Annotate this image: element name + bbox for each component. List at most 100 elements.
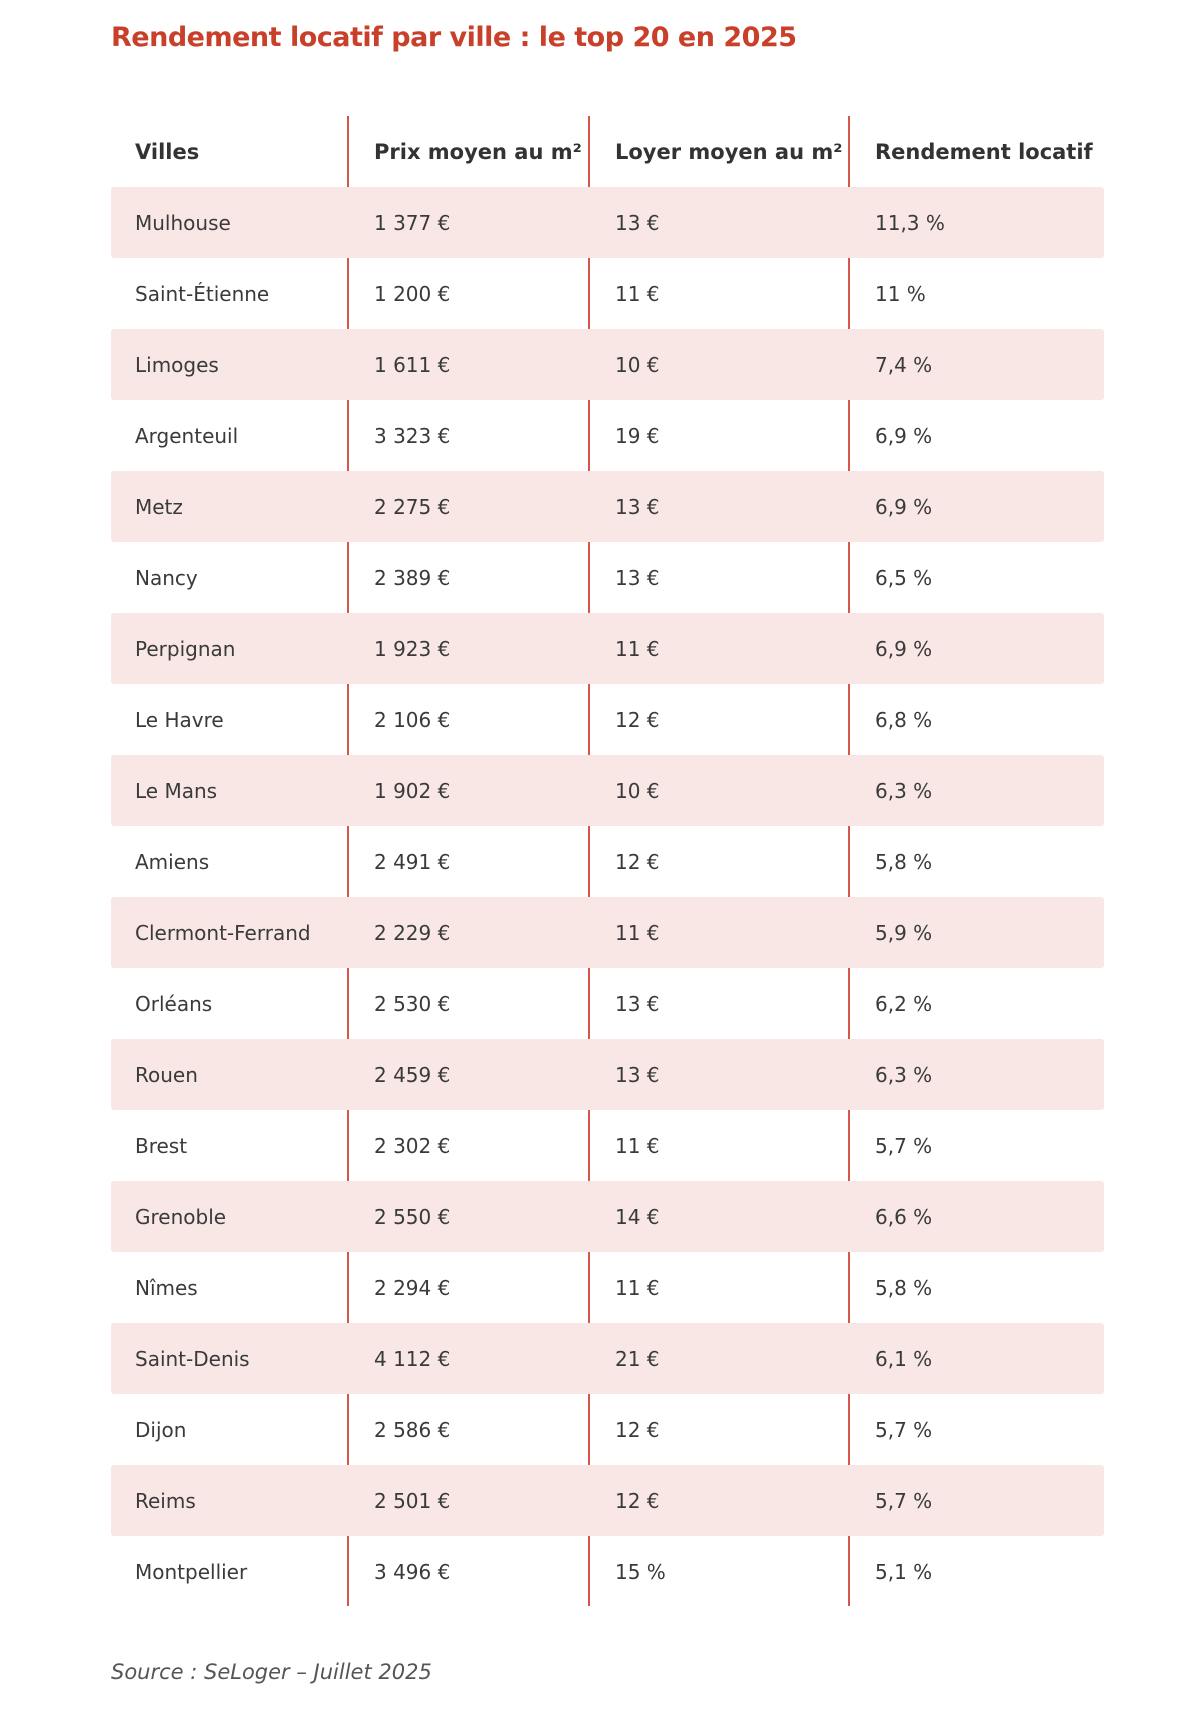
cell-rendement: 5,1 % <box>875 1559 933 1584</box>
cell-rendement: 5,8 % <box>875 1275 933 1300</box>
cell-loyer: 19 € <box>615 423 660 448</box>
table-row: Dijon 2 586 € 12 € 5,7 % <box>111 1394 1104 1465</box>
cell-ville: Nîmes <box>135 1275 198 1300</box>
cell-prix: 2 275 € <box>374 494 451 519</box>
cell-rendement: 5,7 % <box>875 1133 933 1158</box>
table-row: Argenteuil 3 323 € 19 € 6,9 % <box>111 400 1104 471</box>
cell-loyer: 13 € <box>615 565 660 590</box>
cell-loyer: 13 € <box>615 494 660 519</box>
table-row: Orléans 2 530 € 13 € 6,2 % <box>111 968 1104 1039</box>
table-row: Nancy 2 389 € 13 € 6,5 % <box>111 542 1104 613</box>
cell-ville: Reims <box>135 1488 196 1513</box>
cell-rendement: 6,8 % <box>875 707 933 732</box>
table-row: Mulhouse 1 377 € 13 € 11,3 % <box>111 187 1104 258</box>
cell-loyer: 14 € <box>615 1204 660 1229</box>
cell-prix: 2 550 € <box>374 1204 451 1229</box>
cell-prix: 2 389 € <box>374 565 451 590</box>
table-row: Saint-Étienne 1 200 € 11 € 11 % <box>111 258 1104 329</box>
column-divider <box>588 116 590 1606</box>
cell-ville: Dijon <box>135 1417 187 1442</box>
table-row: Le Mans 1 902 € 10 € 6,3 % <box>111 755 1104 826</box>
table-row: Nîmes 2 294 € 11 € 5,8 % <box>111 1252 1104 1323</box>
cell-ville: Argenteuil <box>135 423 239 448</box>
cell-prix: 4 112 € <box>374 1346 451 1371</box>
cell-rendement: 6,3 % <box>875 778 933 803</box>
cell-loyer: 13 € <box>615 210 660 235</box>
cell-ville: Perpignan <box>135 636 236 661</box>
cell-loyer: 11 € <box>615 1275 660 1300</box>
cell-rendement: 5,7 % <box>875 1417 933 1442</box>
source-note: Source : SeLoger – Juillet 2025 <box>111 1660 432 1684</box>
header-rendement: Rendement locatif <box>875 139 1093 164</box>
rental-yield-table: Villes Prix moyen au m² Loyer moyen au m… <box>111 116 1104 1607</box>
cell-loyer: 10 € <box>615 778 660 803</box>
cell-prix: 1 377 € <box>374 210 451 235</box>
table-row: Le Havre 2 106 € 12 € 6,8 % <box>111 684 1104 755</box>
table-row: Rouen 2 459 € 13 € 6,3 % <box>111 1039 1104 1110</box>
cell-loyer: 11 € <box>615 920 660 945</box>
cell-ville: Saint-Denis <box>135 1346 250 1371</box>
table-row: Grenoble 2 550 € 14 € 6,6 % <box>111 1181 1104 1252</box>
table-row: Perpignan 1 923 € 11 € 6,9 % <box>111 613 1104 684</box>
header-prix: Prix moyen au m² <box>374 139 582 164</box>
cell-ville: Brest <box>135 1133 188 1158</box>
page-title: Rendement locatif par ville : le top 20 … <box>111 22 797 53</box>
cell-ville: Nancy <box>135 565 198 590</box>
cell-prix: 2 459 € <box>374 1062 451 1087</box>
header-loyer: Loyer moyen au m² <box>615 139 843 164</box>
cell-rendement: 6,3 % <box>875 1062 933 1087</box>
cell-loyer: 13 € <box>615 1062 660 1087</box>
cell-rendement: 6,9 % <box>875 423 933 448</box>
cell-loyer: 12 € <box>615 707 660 732</box>
cell-ville: Clermont-Ferrand <box>135 920 311 945</box>
cell-loyer: 11 € <box>615 281 660 306</box>
cell-ville: Grenoble <box>135 1204 227 1229</box>
cell-rendement: 6,6 % <box>875 1204 933 1229</box>
cell-loyer: 12 € <box>615 849 660 874</box>
cell-rendement: 5,7 % <box>875 1488 933 1513</box>
cell-ville: Mulhouse <box>135 210 231 235</box>
cell-prix: 2 106 € <box>374 707 451 732</box>
cell-loyer: 12 € <box>615 1488 660 1513</box>
cell-rendement: 11 % <box>875 281 926 306</box>
cell-prix: 3 496 € <box>374 1559 451 1584</box>
cell-rendement: 7,4 % <box>875 352 933 377</box>
cell-ville: Le Havre <box>135 707 224 732</box>
table-row: Amiens 2 491 € 12 € 5,8 % <box>111 826 1104 897</box>
cell-prix: 2 586 € <box>374 1417 451 1442</box>
cell-ville: Rouen <box>135 1062 198 1087</box>
table-row: Clermont-Ferrand 2 229 € 11 € 5,9 % <box>111 897 1104 968</box>
cell-loyer: 15 % <box>615 1559 666 1584</box>
cell-loyer: 11 € <box>615 636 660 661</box>
cell-prix: 2 229 € <box>374 920 451 945</box>
cell-rendement: 6,9 % <box>875 494 933 519</box>
cell-prix: 1 611 € <box>374 352 451 377</box>
table-header-row: Villes Prix moyen au m² Loyer moyen au m… <box>111 116 1104 187</box>
table-row: Reims 2 501 € 12 € 5,7 % <box>111 1465 1104 1536</box>
cell-ville: Orléans <box>135 991 213 1016</box>
cell-loyer: 11 € <box>615 1133 660 1158</box>
cell-ville: Amiens <box>135 849 210 874</box>
cell-ville: Limoges <box>135 352 219 377</box>
table-row: Limoges 1 611 € 10 € 7,4 % <box>111 329 1104 400</box>
cell-prix: 1 923 € <box>374 636 451 661</box>
cell-ville: Saint-Étienne <box>135 281 270 306</box>
cell-prix: 2 491 € <box>374 849 451 874</box>
cell-prix: 3 323 € <box>374 423 451 448</box>
table-body: Mulhouse 1 377 € 13 € 11,3 % Saint-Étienne 1 … <box>111 187 1104 1607</box>
table-row: Metz 2 275 € 13 € 6,9 % <box>111 471 1104 542</box>
table-row: Brest 2 302 € 11 € 5,7 % <box>111 1110 1104 1181</box>
table-row: Saint-Denis 4 112 € 21 € 6,1 % <box>111 1323 1104 1394</box>
cell-rendement: 6,2 % <box>875 991 933 1016</box>
cell-ville: Le Mans <box>135 778 218 803</box>
cell-rendement: 5,9 % <box>875 920 933 945</box>
cell-prix: 2 501 € <box>374 1488 451 1513</box>
header-villes: Villes <box>135 139 200 164</box>
cell-loyer: 21 € <box>615 1346 660 1371</box>
cell-prix: 1 200 € <box>374 281 451 306</box>
column-divider <box>848 116 850 1606</box>
cell-rendement: 11,3 % <box>875 210 945 235</box>
cell-prix: 2 530 € <box>374 991 451 1016</box>
cell-rendement: 6,1 % <box>875 1346 933 1371</box>
cell-rendement: 6,9 % <box>875 636 933 661</box>
